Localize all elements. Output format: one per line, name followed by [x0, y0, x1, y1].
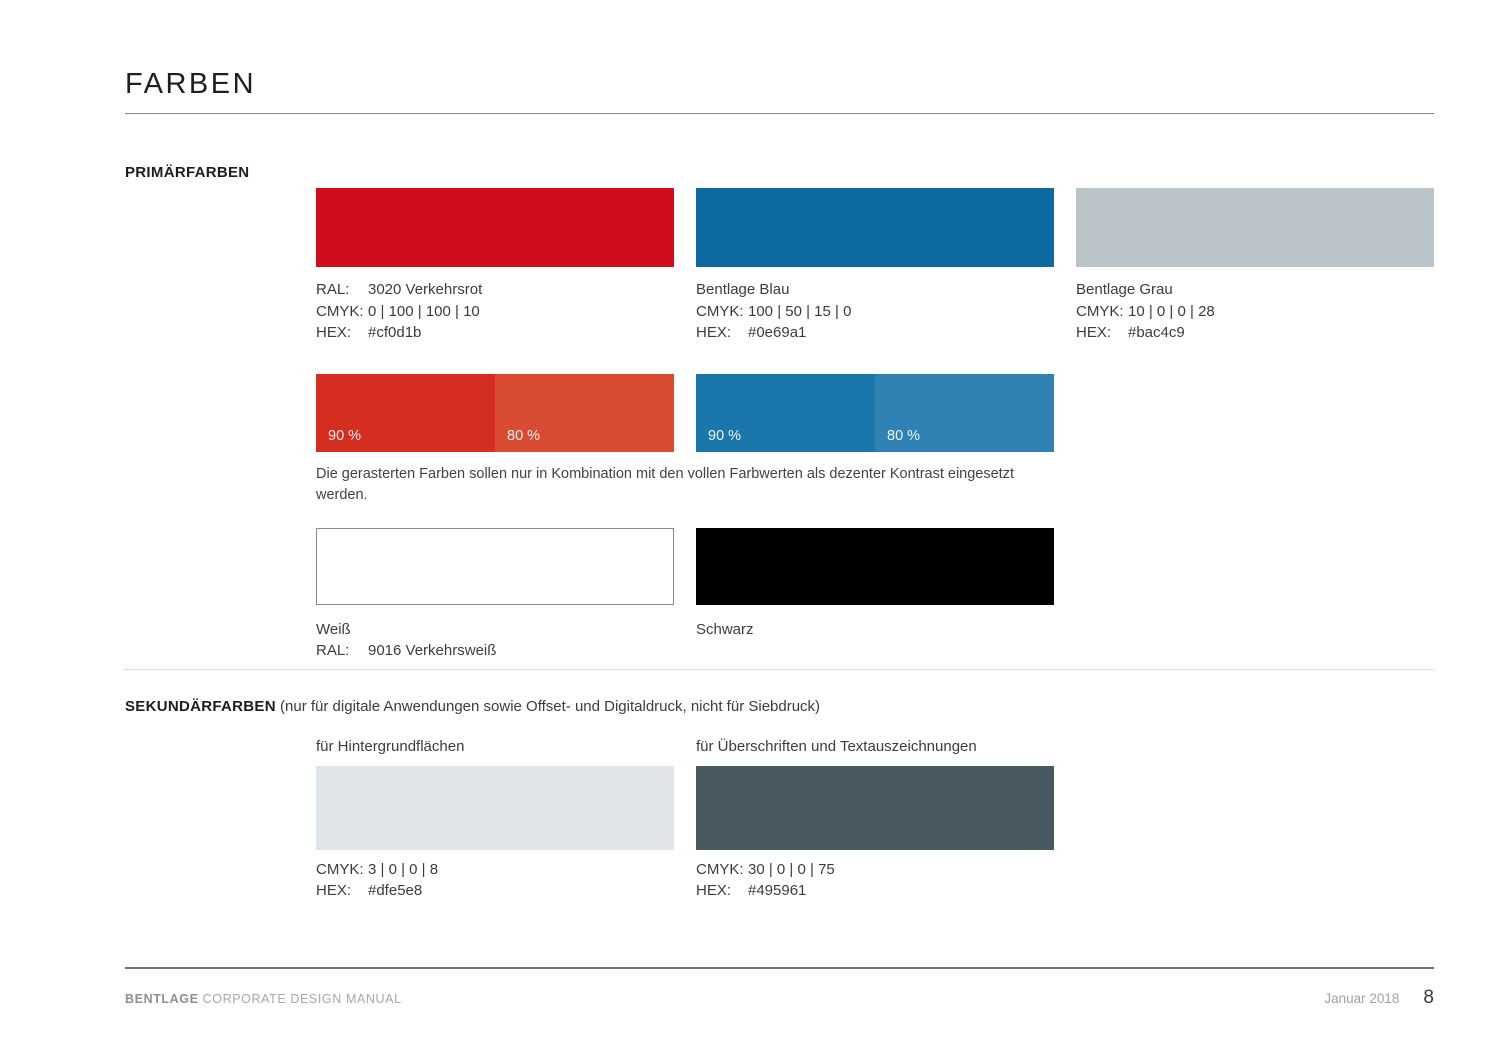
info-value: 0 | 100 | 100 | 10 — [368, 302, 480, 320]
info-value: #0e69a1 — [748, 324, 807, 341]
info-label: HEX: — [316, 324, 352, 341]
info-label: HEX: — [696, 882, 732, 899]
secondary-heading-line: SEKUNDÄRFARBEN (nur für digitale Anwendu… — [125, 697, 1434, 716]
col-white: Weiß RAL: 9016 Verkehrsweiß — [316, 527, 674, 662]
swatch-blue — [696, 188, 1054, 267]
swatch-gray-info: Bentlage Grau CMYK: 10 | 0 | 0 | 28 HEX:… — [1076, 279, 1434, 344]
col-black: Schwarz — [696, 527, 1054, 662]
swatch-white — [316, 527, 674, 605]
swatch-blue-info: Bentlage Blau CMYK: 100 | 50 | 15 | 0 HE… — [696, 279, 1054, 344]
info-line-cmyk: CMYK: 10 | 0 | 0 | 28 — [1076, 301, 1434, 323]
info-value: #dfe5e8 — [368, 882, 423, 899]
info-label: CMYK: — [696, 860, 744, 878]
usage-label-headlines: für Überschriften und Textauszeichnungen — [696, 737, 977, 755]
info-value: 9016 Verkehrsweiß — [368, 642, 497, 659]
info-value: #bac4c9 — [1128, 324, 1185, 341]
info-label: HEX: — [1076, 324, 1112, 341]
tint-percent-label: 80 % — [887, 427, 921, 444]
section-secondary: SEKUNDÄRFARBEN (nur für digitale Anwendu… — [125, 697, 1434, 902]
footer-date: Januar 2018 — [1324, 991, 1400, 1006]
info-line-ral: RAL: 9016 Verkehrsweiß — [316, 640, 674, 662]
footer-right: Januar 2018 8 — [1324, 987, 1434, 1009]
info-line-hex: HEX: #bac4c9 — [1076, 322, 1434, 344]
tint-group-red: 90 % 80 % — [316, 373, 674, 452]
tint-red-90: 90 % — [316, 373, 495, 452]
info-value: 3020 Verkehrsrot — [368, 281, 483, 298]
swatch-red — [316, 188, 674, 267]
info-label: CMYK: — [696, 302, 744, 320]
primary-gutter: PRIMÄRFARBEN — [125, 164, 316, 662]
primary-swatch-row: RAL: 3020 Verkehrsrot CMYK: 0 | 100 | 10… — [316, 188, 1434, 344]
secondary-light-info: CMYK: 3 | 0 | 0 | 8 HEX: #dfe5e8 — [316, 859, 674, 902]
info-line-name: Bentlage Grau — [1076, 281, 1173, 298]
info-label: RAL: — [316, 281, 350, 298]
info-line-cmyk: CMYK: 3 | 0 | 0 | 8 — [316, 859, 674, 881]
info-line-ral: RAL: 3020 Verkehrsrot — [316, 279, 674, 301]
swatch-secondary-light — [316, 765, 674, 850]
swatch-red-info: RAL: 3020 Verkehrsrot CMYK: 0 | 100 | 10… — [316, 279, 674, 344]
info-line-name: Bentlage Blau — [696, 281, 790, 298]
info-line-cmyk: CMYK: 0 | 100 | 100 | 10 — [316, 301, 674, 323]
footer-left: BENTLAGE CORPORATE DESIGN MANUAL — [125, 992, 402, 1006]
swatch-gray — [1076, 188, 1434, 267]
tint-percent-label: 80 % — [507, 427, 541, 444]
info-value: 10 | 0 | 0 | 28 — [1128, 302, 1215, 320]
tint-blue-90: 90 % — [696, 373, 875, 452]
info-label: CMYK: — [316, 302, 364, 320]
footer-manual-title: CORPORATE DESIGN MANUAL — [202, 992, 402, 1006]
tint-row: 90 % 80 % 90 % 80 % — [316, 373, 1434, 452]
info-line-name: Weiß — [316, 620, 351, 638]
info-line-cmyk: CMYK: 30 | 0 | 0 | 75 — [696, 859, 1054, 881]
primary-heading: PRIMÄRFARBEN — [125, 164, 250, 181]
info-value: #cf0d1b — [368, 324, 422, 341]
secondary-heading-note: (nur für digitale Anwendungen sowie Offs… — [280, 697, 821, 715]
info-line-hex: HEX: #495961 — [696, 880, 1054, 902]
info-value: #495961 — [748, 882, 807, 899]
tint-usage-note: Die gerasterten Farben sollen nur in Kom… — [316, 465, 1014, 503]
tint-red-80: 80 % — [495, 373, 674, 452]
tint-group-blue: 90 % 80 % — [696, 373, 1054, 452]
tint-percent-label: 90 % — [328, 427, 362, 444]
footer-brand: BENTLAGE — [125, 992, 199, 1006]
info-line-name: Schwarz — [696, 620, 754, 638]
secondary-content: für Hintergrundflächen für Überschriften… — [316, 737, 1434, 902]
tint-percent-label: 90 % — [708, 427, 742, 444]
info-label: CMYK: — [1076, 302, 1124, 320]
page-header: FARBEN — [125, 0, 1434, 114]
secondary-usage-row: für Hintergrundflächen für Überschriften… — [316, 737, 1434, 756]
info-value: 30 | 0 | 0 | 75 — [748, 860, 835, 878]
tint-blue-80: 80 % — [875, 373, 1054, 452]
primary-col-blue: Bentlage Blau CMYK: 100 | 50 | 15 | 0 HE… — [696, 188, 1054, 344]
secondary-info-row: CMYK: 3 | 0 | 0 | 8 HEX: #dfe5e8 CMYK: 3… — [316, 859, 1434, 902]
swatch-white-info: Weiß RAL: 9016 Verkehrsweiß — [316, 619, 674, 662]
info-line-hex: HEX: #cf0d1b — [316, 322, 674, 344]
secondary-swatch-row — [316, 765, 1434, 850]
info-value: 3 | 0 | 0 | 8 — [368, 860, 439, 878]
swatch-black-info: Schwarz — [696, 619, 1054, 641]
footer-page-number: 8 — [1423, 987, 1434, 1008]
swatch-secondary-dark — [696, 765, 1054, 850]
header-rule — [125, 113, 1434, 114]
primary-content: RAL: 3020 Verkehrsrot CMYK: 0 | 100 | 10… — [316, 164, 1434, 662]
bw-row: Weiß RAL: 9016 Verkehrsweiß Schwarz — [316, 527, 1434, 662]
info-label: HEX: — [316, 882, 352, 899]
section-primary: PRIMÄRFARBEN RAL: 3020 Verkehrsrot CMYK:… — [125, 164, 1434, 662]
secondary-heading: SEKUNDÄRFARBEN — [125, 697, 276, 715]
info-line-cmyk: CMYK: 100 | 50 | 15 | 0 — [696, 301, 1054, 323]
primary-col-gray: Bentlage Grau CMYK: 10 | 0 | 0 | 28 HEX:… — [1076, 188, 1434, 344]
page-footer: BENTLAGE CORPORATE DESIGN MANUAL Januar … — [125, 967, 1434, 1009]
info-line-hex: HEX: #0e69a1 — [696, 322, 1054, 344]
info-value: 100 | 50 | 15 | 0 — [748, 302, 852, 320]
usage-label-backgrounds: für Hintergrundflächen — [316, 737, 465, 755]
section-divider — [125, 668, 1434, 670]
info-line-hex: HEX: #dfe5e8 — [316, 880, 674, 902]
swatch-black — [696, 527, 1054, 605]
info-label: RAL: — [316, 642, 350, 659]
secondary-dark-info: CMYK: 30 | 0 | 0 | 75 HEX: #495961 — [696, 859, 1054, 902]
primary-col-red: RAL: 3020 Verkehrsrot CMYK: 0 | 100 | 10… — [316, 188, 674, 344]
info-label: HEX: — [696, 324, 732, 341]
page-title: FARBEN — [125, 68, 257, 100]
info-label: CMYK: — [316, 860, 364, 878]
